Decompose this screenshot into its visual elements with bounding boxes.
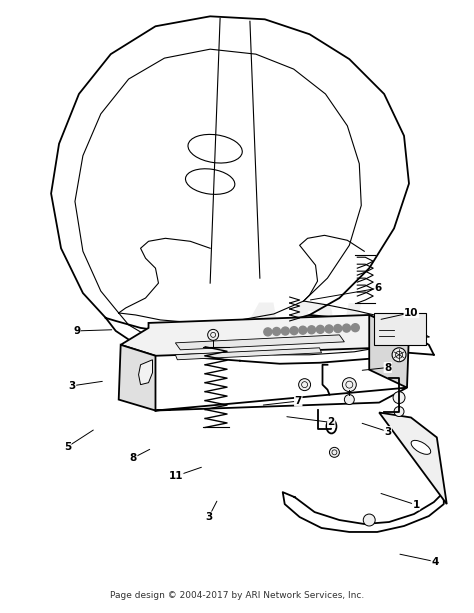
Circle shape	[282, 327, 289, 335]
Polygon shape	[138, 360, 153, 384]
Circle shape	[345, 395, 354, 405]
Text: 3: 3	[205, 512, 212, 522]
Circle shape	[334, 324, 342, 332]
Circle shape	[264, 328, 272, 336]
Circle shape	[363, 514, 375, 526]
Text: 6: 6	[375, 283, 382, 293]
Circle shape	[299, 379, 310, 390]
Text: 7: 7	[294, 396, 302, 406]
Text: 2: 2	[328, 417, 335, 427]
Text: 8: 8	[130, 453, 137, 463]
Circle shape	[343, 324, 351, 332]
Circle shape	[393, 392, 405, 403]
Polygon shape	[175, 348, 321, 360]
Text: 11: 11	[168, 471, 183, 481]
Circle shape	[208, 329, 219, 340]
Circle shape	[273, 327, 281, 335]
Text: 5: 5	[64, 442, 71, 452]
Text: 10: 10	[404, 308, 419, 318]
Text: 3: 3	[68, 381, 76, 391]
Circle shape	[351, 324, 359, 332]
Polygon shape	[121, 315, 409, 356]
Text: Page design © 2004-2017 by ARI Network Services, Inc.: Page design © 2004-2017 by ARI Network S…	[110, 591, 364, 600]
Polygon shape	[369, 315, 409, 387]
Circle shape	[316, 326, 324, 333]
Ellipse shape	[411, 440, 431, 454]
Text: 3: 3	[384, 427, 392, 436]
Circle shape	[392, 348, 406, 362]
Polygon shape	[175, 335, 345, 350]
Text: 1: 1	[412, 500, 419, 510]
Polygon shape	[118, 345, 155, 411]
Circle shape	[329, 447, 339, 457]
Circle shape	[290, 327, 298, 335]
Circle shape	[342, 378, 356, 392]
Circle shape	[299, 326, 307, 334]
Circle shape	[325, 325, 333, 333]
Text: 8: 8	[384, 362, 392, 373]
Text: 4: 4	[431, 557, 438, 566]
Text: 9: 9	[73, 326, 81, 336]
Circle shape	[394, 406, 404, 416]
Bar	[374, 313, 426, 345]
Text: ARI: ARI	[236, 300, 364, 366]
Circle shape	[308, 326, 316, 333]
Polygon shape	[379, 413, 447, 504]
